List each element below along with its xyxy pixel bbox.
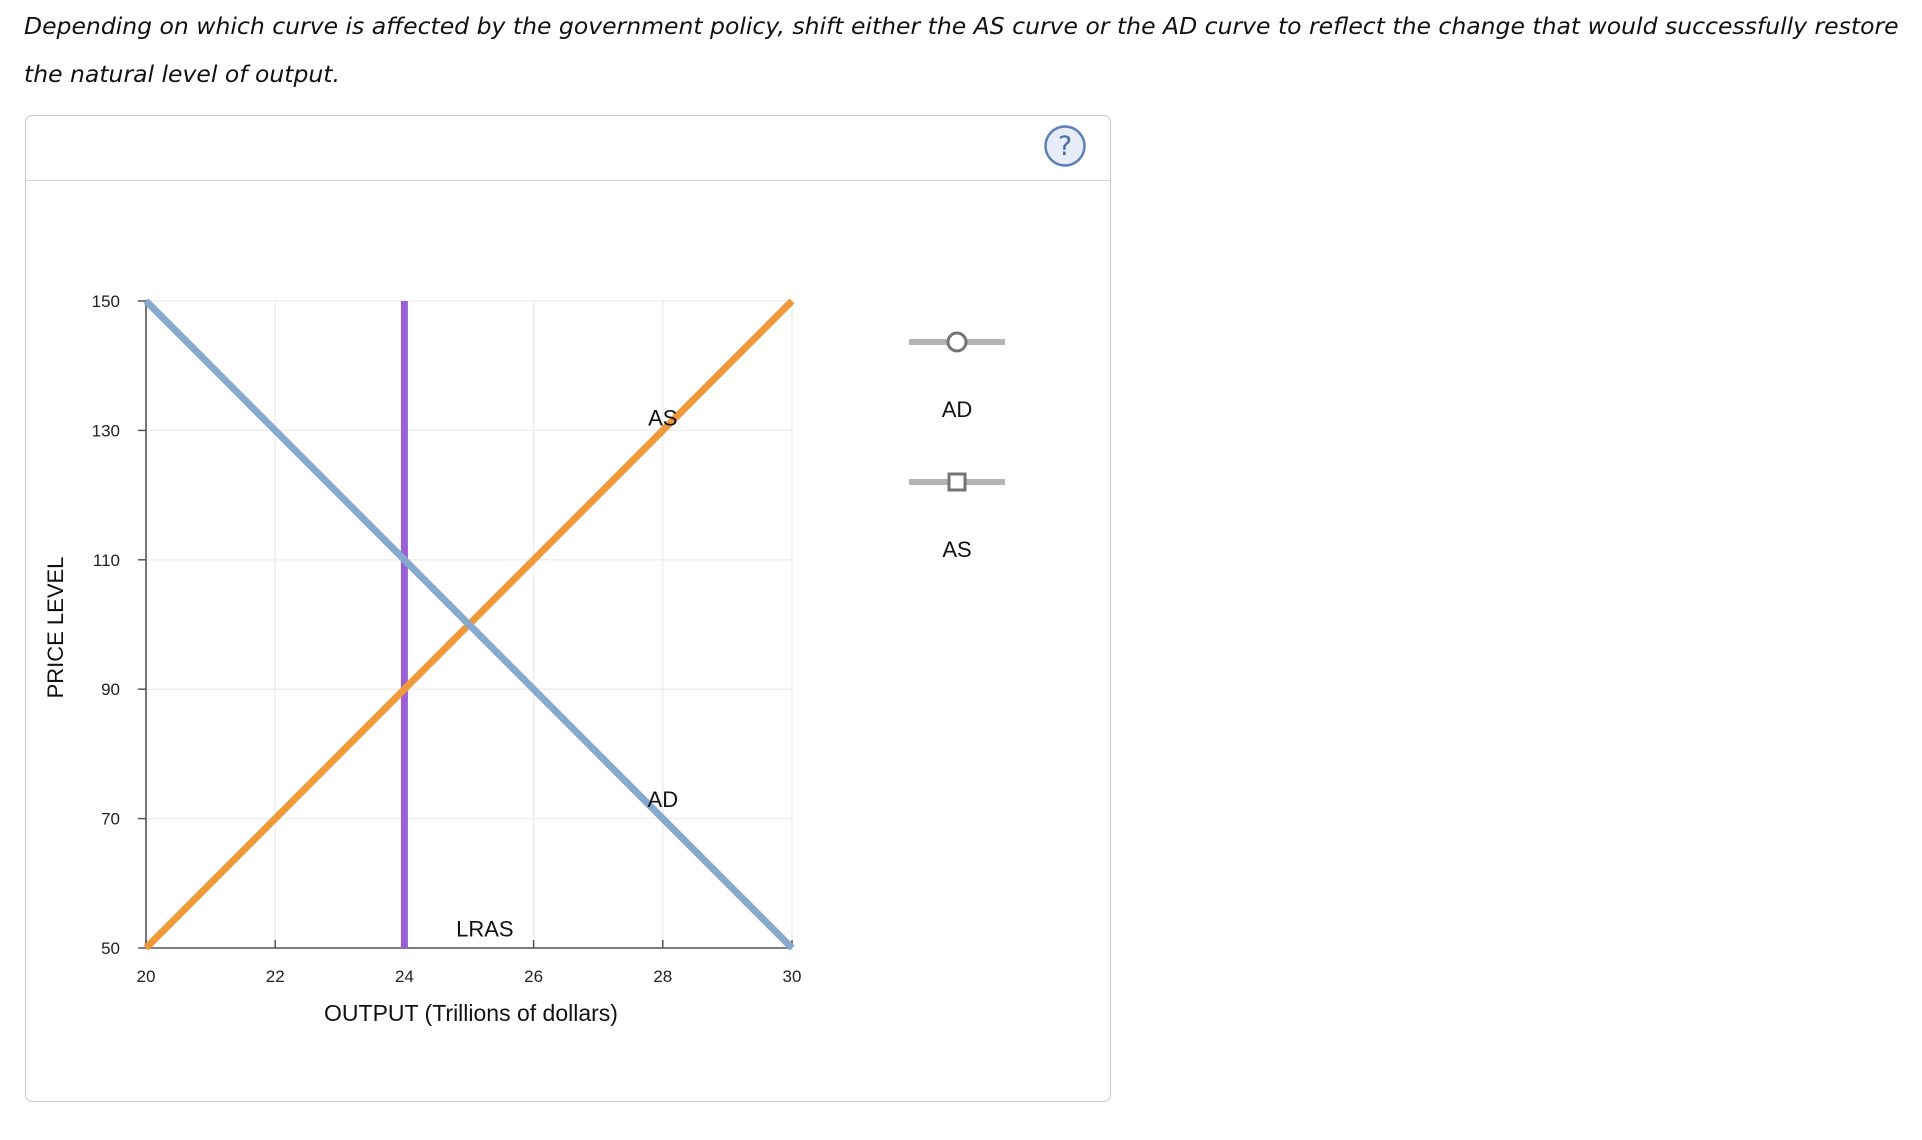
svg-text:?: ? (1058, 131, 1072, 162)
palette-label-as: AS (942, 537, 971, 562)
curve-palette: AD AS (909, 331, 1005, 562)
palette-tool-ad[interactable]: AD (909, 331, 1005, 422)
square-marker-icon (947, 472, 967, 492)
palette-label-ad: AD (942, 397, 973, 422)
question-mark-icon: ? (1044, 125, 1086, 167)
panel-header (26, 116, 1110, 181)
palette-tool-as[interactable]: AS (909, 472, 1005, 562)
graph-panel (25, 115, 1111, 1102)
help-button[interactable]: ? (1043, 124, 1087, 168)
instruction-text: Depending on which curve is affected by … (24, 12, 1899, 88)
circle-marker-icon (946, 331, 968, 353)
